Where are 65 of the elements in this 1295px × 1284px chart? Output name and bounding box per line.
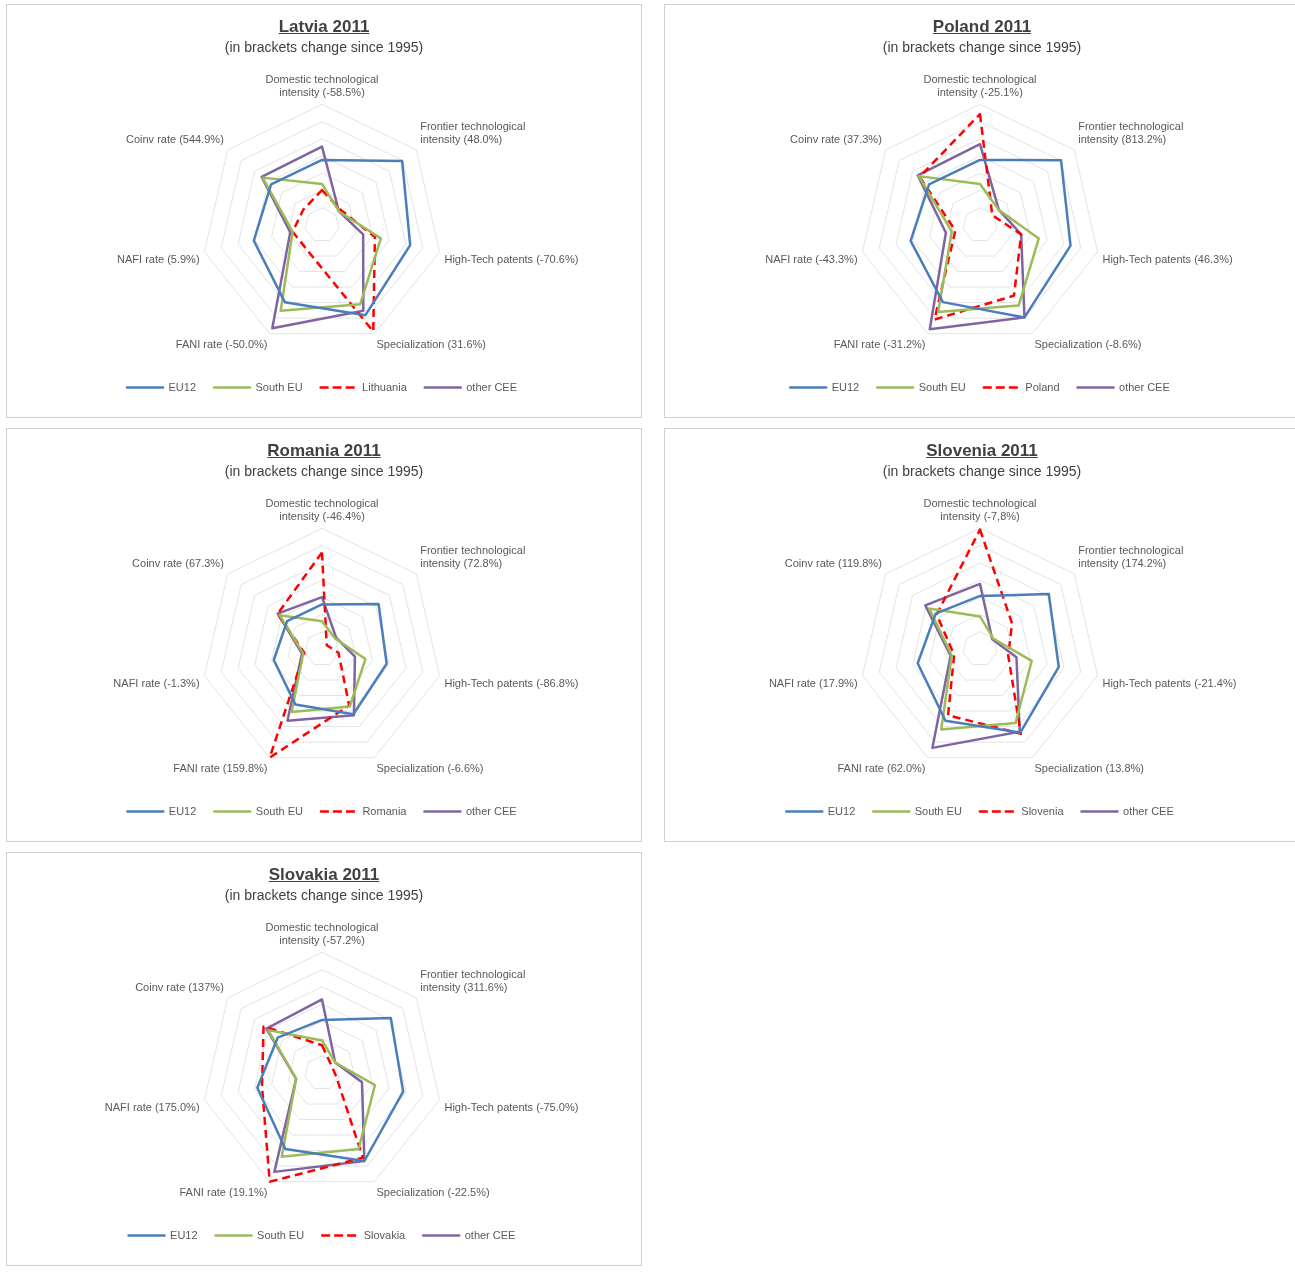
spoke-label: Specialization (13.8%)	[1034, 761, 1144, 774]
legend-label: other CEE	[465, 804, 517, 817]
spoke-label: Coinv rate (119.8%)	[784, 557, 882, 570]
spoke-label: High-Tech patents (-21.4%)	[1102, 676, 1237, 689]
spoke-label: Frontier technological intensity (72.8%)	[420, 543, 526, 570]
spoke-label: Coinv rate (544.9%)	[125, 133, 224, 146]
spoke-label: NAFI rate (175.0%)	[104, 1100, 200, 1113]
chart-title: Romania 2011	[266, 441, 382, 461]
spoke-label: Coinv rate (67.3%)	[132, 557, 224, 570]
spoke-label: Specialization (31.6%)	[376, 337, 486, 350]
spoke-label: FANI rate (-50.0%)	[175, 337, 268, 350]
chart-subtitle: (in brackets change since 1995)	[223, 463, 425, 479]
spoke-label: High-Tech patents (-86.8%)	[444, 676, 579, 689]
legend-label: South EU	[255, 804, 303, 817]
spoke-label: Frontier technological intensity (813.2%)	[1078, 119, 1184, 146]
spoke-label: Frontier technological intensity (48.0%)	[420, 119, 526, 146]
chart-subtitle: (in brackets change since 1995)	[223, 39, 425, 55]
legend-label: Poland	[1025, 380, 1060, 393]
legend-label: EU12	[827, 804, 856, 817]
spoke-label: Domestic technological intensity (-25.1%)	[923, 72, 1037, 98]
chart-subtitle: (in brackets change since 1995)	[223, 887, 425, 903]
spoke-label: NAFI rate (-43.3%)	[765, 252, 858, 265]
spoke-label: Frontier technological intensity (311.6%)	[420, 967, 526, 994]
legend-label: South EU	[918, 380, 966, 393]
spoke-label: Coinv rate (37.3%)	[790, 133, 882, 146]
chart-title: Slovakia 2011	[267, 865, 381, 885]
spoke-label: FANI rate (159.8%)	[173, 761, 268, 774]
legend-label: South EU	[255, 380, 303, 393]
spoke-label: NAFI rate (17.9%)	[768, 676, 858, 689]
chart-title: Poland 2011	[931, 17, 1033, 37]
legend-label: Slovenia	[1021, 804, 1065, 817]
legend-label: other CEE	[464, 1228, 516, 1241]
legend-label: South EU	[914, 804, 962, 817]
spoke-label: Specialization (-8.6%)	[1034, 337, 1142, 350]
legend-label: other CEE	[466, 380, 517, 393]
chart-subtitle: (in brackets change since 1995)	[881, 39, 1083, 55]
spoke-label: High-Tech patents (46.3%)	[1102, 252, 1233, 265]
chart-title: Latvia 2011	[277, 17, 371, 37]
spoke-label: NAFI rate (5.9%)	[117, 252, 200, 265]
spoke-label: Domestic technological intensity (-58.5%)	[265, 72, 379, 98]
spoke-label: Specialization (-6.6%)	[376, 761, 484, 774]
spoke-label: FANI rate (-31.2%)	[833, 337, 926, 350]
chart-subtitle: (in brackets change since 1995)	[881, 463, 1083, 479]
chart-title: Slovenia 2011	[925, 441, 1039, 461]
legend-label: EU12	[831, 380, 860, 393]
legend-label: other CEE	[1119, 380, 1170, 393]
spoke-label: Domestic technological intensity (-46.4%)	[265, 496, 379, 522]
legend-label: EU12	[170, 1228, 198, 1241]
spoke-label: FANI rate (62.0%)	[837, 761, 926, 774]
spoke-label: High-Tech patents (-70.6%)	[444, 252, 579, 265]
spoke-label: NAFI rate (-1.3%)	[113, 676, 200, 689]
legend-label: EU12	[168, 804, 197, 817]
spoke-label: FANI rate (19.1%)	[179, 1185, 268, 1198]
spoke-label: High-Tech patents (-75.0%)	[444, 1100, 579, 1113]
legend-label: South EU	[257, 1228, 305, 1241]
spoke-label: Domestic technological intensity (-57.2%)	[265, 920, 379, 946]
legend-label: EU12	[168, 380, 197, 393]
legend-label: Lithuania	[362, 380, 408, 393]
legend-label: Slovakia	[363, 1228, 407, 1241]
spoke-label: Frontier technological intensity (174.2%)	[1078, 543, 1184, 570]
spoke-label: Coinv rate (137%)	[135, 981, 224, 994]
legend-label: other CEE	[1123, 804, 1174, 817]
legend-label: Romania	[362, 804, 408, 817]
spoke-label: Specialization (-22.5%)	[376, 1185, 490, 1198]
spoke-label: Domestic technological intensity (-7,8%)	[923, 496, 1037, 522]
